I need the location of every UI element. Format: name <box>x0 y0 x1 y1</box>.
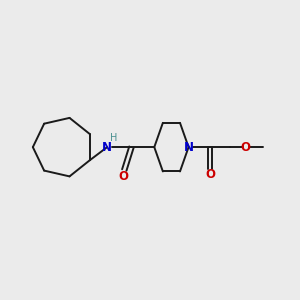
Text: H: H <box>110 133 117 143</box>
Text: O: O <box>241 141 251 154</box>
Text: N: N <box>102 141 112 154</box>
Text: N: N <box>184 141 194 154</box>
Text: O: O <box>205 168 215 182</box>
Text: O: O <box>119 170 129 183</box>
